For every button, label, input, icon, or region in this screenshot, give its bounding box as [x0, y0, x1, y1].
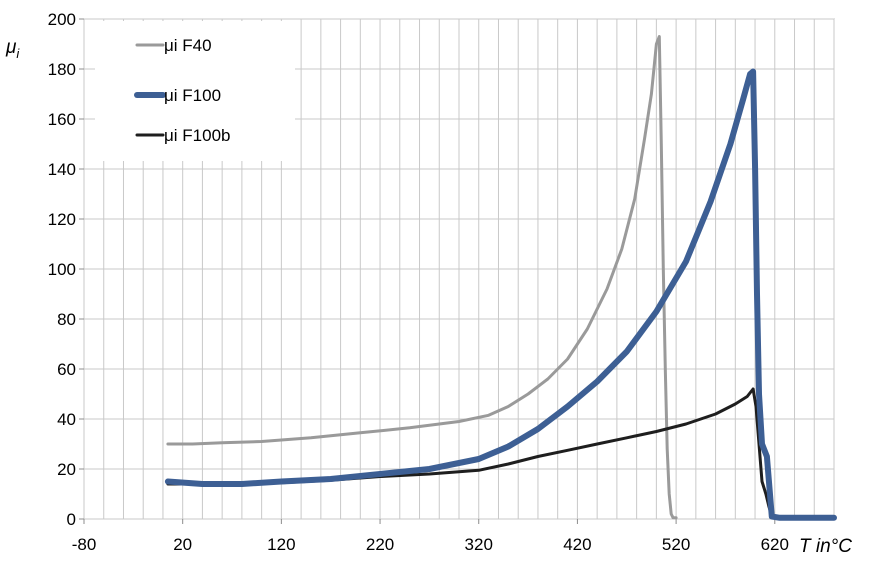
y-tick-label: 200	[48, 10, 76, 29]
y-tick-label: 100	[48, 260, 76, 279]
series-line-2	[164, 68, 837, 521]
legend-label-1: μi F40	[164, 36, 212, 55]
y-tick-label: 80	[57, 310, 76, 329]
x-tick-label: 220	[366, 535, 394, 554]
legend: μi F40 μi F100 μi F100b	[134, 36, 231, 145]
y-tick-label: 160	[48, 110, 76, 129]
series-group	[164, 35, 837, 521]
x-tick-label: 320	[465, 535, 493, 554]
x-tick-label: 20	[173, 535, 192, 554]
y-tick-label: 0	[67, 510, 76, 529]
x-axis-ticks: -80 20 120 220 320 420 520 620	[72, 519, 789, 554]
y-axis-label-sub: i	[16, 46, 20, 61]
y-axis-ticks: 0 20 40 60 80 100 120 140 160 180 200	[48, 10, 84, 529]
legend-label-3: μi F100b	[164, 126, 231, 145]
x-axis-label: T in°C	[799, 536, 852, 557]
x-tick-label: 520	[662, 535, 690, 554]
x-tick-label: -80	[72, 535, 97, 554]
y-axis-label: μi	[5, 37, 20, 61]
y-axis-label-main: μ	[5, 37, 17, 58]
y-tick-label: 60	[57, 360, 76, 379]
x-tick-label: 620	[761, 535, 789, 554]
legend-box	[95, 21, 295, 161]
x-tick-label: 120	[267, 535, 295, 554]
y-tick-label: 180	[48, 60, 76, 79]
x-tick-label: 420	[563, 535, 591, 554]
y-tick-label: 140	[48, 160, 76, 179]
y-tick-label: 120	[48, 210, 76, 229]
y-tick-label: 20	[57, 460, 76, 479]
series-line-1	[166, 35, 678, 520]
y-tick-label: 40	[57, 410, 76, 429]
legend-label-2: μi F100	[164, 86, 221, 105]
